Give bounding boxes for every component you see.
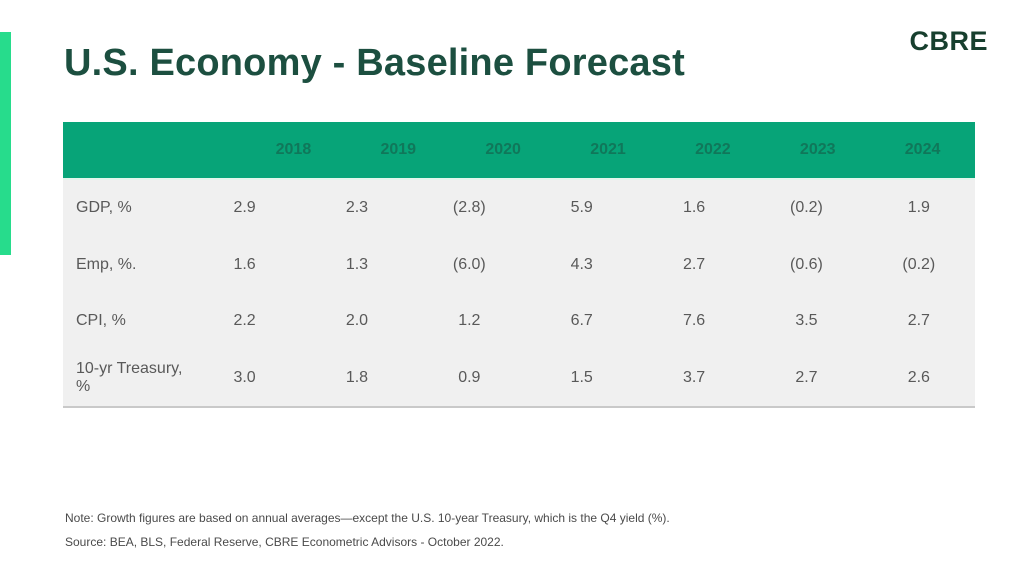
table-row-treasury: 10-yr Treasury, % 3.0 1.8 0.9 1.5 3.7 2.… xyxy=(63,350,975,407)
cell-value: (0.2) xyxy=(902,255,936,273)
cell-value: 7.6 xyxy=(682,312,706,330)
left-accent-bar xyxy=(0,32,11,255)
column-header-2020: 2020 xyxy=(485,141,521,158)
column-header-2018: 2018 xyxy=(275,141,312,158)
cell-value: 2.7 xyxy=(907,312,930,330)
table-row-emp: Emp, %. 1.6 1.3 (6.0) 4.3 2.7 (0.6) (0.2… xyxy=(63,237,975,294)
row-label: 10-yr Treasury, % xyxy=(76,359,183,395)
cell-value: (0.6) xyxy=(789,255,823,273)
cell-value: 1.3 xyxy=(345,255,369,273)
row-label: CPI, % xyxy=(76,312,126,330)
forecast-table: 2018 2019 2020 2021 2022 2023 2024 GDP, … xyxy=(63,122,975,408)
cell-value: 1.2 xyxy=(458,312,481,330)
cell-value: 2.0 xyxy=(345,312,369,330)
note-text: Note: Growth figures are based on annual… xyxy=(65,511,670,525)
table-row-cpi: CPI, % 2.2 2.0 1.2 6.7 7.6 3.5 2.7 xyxy=(63,293,975,350)
cbre-logo: CBRE xyxy=(909,26,988,56)
cell-value: 0.9 xyxy=(458,368,481,386)
cell-value: 4.3 xyxy=(570,255,593,273)
cell-value: 3.5 xyxy=(795,312,818,330)
cell-value: 2.7 xyxy=(682,255,706,273)
cell-value: 1.6 xyxy=(682,199,706,217)
page-title: U.S. Economy - Baseline Forecast xyxy=(64,42,685,84)
cell-value: 2.6 xyxy=(907,368,930,386)
column-header-2021: 2021 xyxy=(590,141,626,158)
cell-value: 2.3 xyxy=(345,199,369,217)
cell-value: (6.0) xyxy=(452,255,486,273)
cell-value: 6.7 xyxy=(570,312,593,330)
cell-value: 1.8 xyxy=(345,368,369,386)
source-text: Source: BEA, BLS, Federal Reserve, CBRE … xyxy=(65,535,504,549)
table-header-row: 2018 2019 2020 2021 2022 2023 2024 xyxy=(63,122,975,178)
cell-value: 2.2 xyxy=(233,312,256,330)
cell-value: 3.7 xyxy=(682,368,706,386)
row-label: Emp, %. xyxy=(76,255,137,273)
cell-value: 2.7 xyxy=(795,368,818,386)
cell-value: 1.6 xyxy=(233,255,256,273)
cell-value: 2.9 xyxy=(233,199,256,217)
cell-value: 1.5 xyxy=(570,368,593,386)
column-header-2023: 2023 xyxy=(799,141,836,158)
table-row-gdp: GDP, % 2.9 2.3 (2.8) 5.9 1.6 (0.2) 1.9 xyxy=(63,180,975,237)
column-header-2024: 2024 xyxy=(904,141,941,158)
cell-value: (2.8) xyxy=(452,199,486,217)
footnotes: Note: Growth figures are based on annual… xyxy=(65,506,670,554)
cell-value: 3.0 xyxy=(233,368,256,386)
column-header-2022: 2022 xyxy=(695,141,731,158)
table-body: GDP, % 2.9 2.3 (2.8) 5.9 1.6 (0.2) 1.9 E… xyxy=(63,178,975,408)
row-label: GDP, % xyxy=(76,199,132,217)
cell-value: (0.2) xyxy=(789,199,823,217)
cell-value: 5.9 xyxy=(570,199,593,217)
column-header-2019: 2019 xyxy=(380,141,417,158)
cell-value: 1.9 xyxy=(907,199,930,217)
